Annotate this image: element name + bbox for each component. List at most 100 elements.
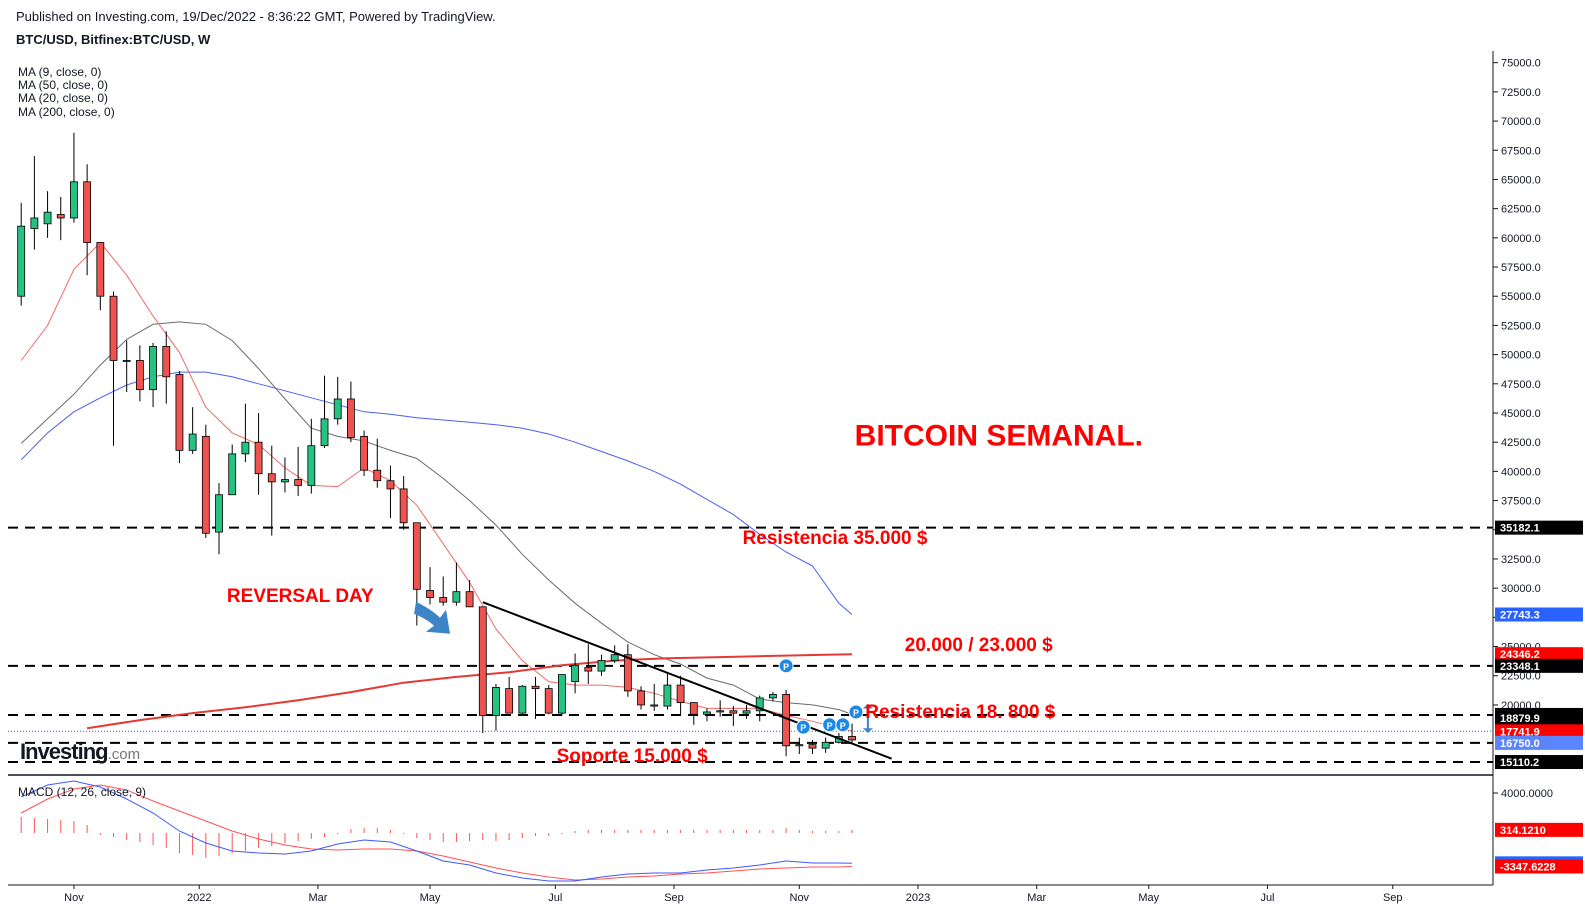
y-tick-label: 42500.0	[1501, 437, 1541, 449]
macd-y-tick-label: 4000.0000	[1501, 788, 1553, 800]
legend-ma200: MA (200, close, 0)	[18, 105, 115, 119]
y-tick-label: 30000.0	[1501, 583, 1541, 595]
candle-body	[241, 441, 250, 455]
price-label-bg	[1495, 735, 1583, 750]
p-marker-icon	[778, 658, 794, 674]
candle-body	[149, 346, 157, 391]
y-tick-label: 32500.0	[1501, 554, 1541, 566]
price-label-bg	[1495, 658, 1583, 673]
x-tick-label: Jul	[548, 892, 562, 904]
candle-body	[228, 453, 237, 496]
candle-body	[610, 654, 619, 661]
price-label: 24346.2	[1500, 649, 1540, 661]
y-tick-label: 72500.0	[1501, 87, 1541, 99]
annotation-text: BITCOIN SEMANAL.	[855, 420, 1143, 453]
candle-body	[795, 744, 804, 747]
price-label-bg	[1495, 711, 1583, 726]
price-label-bg	[1495, 647, 1583, 662]
candle-body	[215, 494, 223, 533]
candle-body	[412, 522, 421, 590]
candle-body	[531, 685, 540, 689]
candle-body	[346, 398, 355, 438]
y-tick-label: 70000.0	[1501, 116, 1541, 128]
p-marker-icon	[848, 704, 864, 720]
annotation-text: Resistencia 18. 800 $	[865, 702, 1056, 723]
candle-body	[571, 664, 579, 682]
legend-ma9: MA (9, close, 0)	[18, 65, 102, 79]
candle-body	[122, 360, 131, 362]
price-label-bg	[1495, 755, 1583, 770]
p-marker-label: P	[827, 721, 833, 731]
legend-ma20: MA (20, close, 0)	[18, 91, 109, 105]
candle-body	[650, 704, 659, 707]
candle-body	[808, 744, 817, 749]
y-tick-label: 22500.0	[1501, 671, 1541, 683]
published-caption: Published on Investing.com, 19/Dec/2022 …	[16, 9, 496, 24]
x-tick-label: Nov	[64, 892, 84, 904]
ma50-line	[20, 371, 853, 615]
candle-body	[848, 736, 856, 741]
candle-body	[478, 606, 487, 716]
candle-body	[769, 694, 777, 699]
candle-body	[623, 654, 632, 692]
x-tick-label: 2023	[906, 892, 930, 904]
annotation-text: Soporte 15.000 $	[557, 746, 708, 767]
candle-body	[281, 479, 289, 483]
macd-price-label: 314.1210	[1500, 825, 1546, 837]
candle-body	[755, 697, 764, 712]
candle-body	[83, 181, 92, 243]
arrow-down-icon	[862, 728, 873, 733]
candle-body	[360, 435, 368, 471]
p-marker-icon	[795, 719, 811, 735]
x-tick-label: Sep	[664, 892, 684, 904]
candle-body	[96, 242, 105, 297]
candle-body	[439, 597, 448, 603]
candle-body	[426, 590, 434, 598]
candle-body	[175, 374, 184, 451]
annotation-text: 20.000 / 23.000 $	[905, 635, 1053, 656]
macd-price-label: -3347.6228	[1500, 861, 1556, 873]
candle-body	[597, 660, 606, 672]
candle-body	[703, 711, 711, 715]
candle-body	[729, 710, 738, 714]
x-tick-label: Mar	[1027, 892, 1046, 904]
y-tick-label: 60000.0	[1501, 233, 1541, 245]
arrow-up-icon	[862, 703, 873, 709]
legend-ma50: MA (50, close, 0)	[18, 78, 109, 92]
y-tick-label: 62500.0	[1501, 204, 1541, 216]
candle-body	[135, 360, 144, 391]
candle-body	[30, 217, 39, 229]
macd-price-label-bg	[1495, 859, 1583, 874]
price-label-bg	[1495, 607, 1583, 622]
price-label: 27743.3	[1500, 610, 1540, 622]
candle-body	[267, 473, 276, 483]
candle-body	[70, 181, 78, 219]
annotation-text: Resistencia 35.000 $	[743, 528, 928, 549]
candle-body	[162, 346, 171, 378]
reversal-arrow-icon	[414, 601, 451, 634]
price-label: 15110.2	[1500, 757, 1539, 769]
y-tick-label: 55000.0	[1501, 291, 1541, 303]
candle-body	[465, 591, 474, 608]
p-marker-icon	[835, 717, 851, 733]
x-tick-label: May	[1138, 892, 1159, 904]
candle-body	[492, 687, 500, 716]
candle-body	[689, 702, 698, 715]
candle-body	[307, 445, 316, 486]
x-tick-label: Sep	[1383, 892, 1403, 904]
y-tick-label: 52500.0	[1501, 320, 1541, 332]
y-tick-label: 40000.0	[1501, 466, 1541, 478]
candle-body	[742, 710, 751, 714]
y-tick-label: 47500.0	[1501, 379, 1541, 391]
candle-body	[676, 684, 685, 703]
x-tick-label: Nov	[790, 892, 810, 904]
candle-body	[584, 667, 593, 672]
macd-signal-line	[20, 784, 853, 881]
investing-logo: Investing.com	[20, 739, 141, 764]
candle-body	[333, 398, 342, 420]
x-tick-label: Mar	[308, 892, 327, 904]
ma9-line	[20, 241, 853, 732]
candle-body	[558, 674, 566, 714]
candle-body	[452, 591, 461, 603]
